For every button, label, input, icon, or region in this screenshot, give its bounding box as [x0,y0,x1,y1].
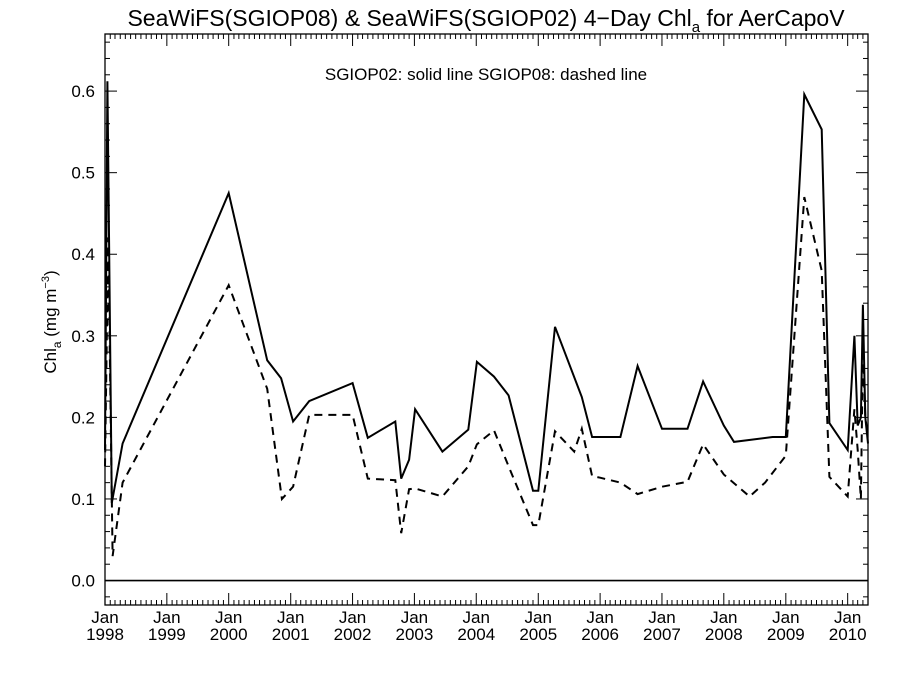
y-axis-label: Chla (mg m−3) [40,270,64,373]
x-tick-label-month: Jan [710,608,737,627]
y-tick-label: 0.6 [71,82,95,101]
x-tick-label-year: 1998 [86,625,124,644]
x-tick-label-month: Jan [772,608,799,627]
x-tick-label-month: Jan [277,608,304,627]
series-line-sgiop02 [104,81,869,504]
series-line-sgiop08 [104,196,869,557]
x-tick-label-month: Jan [91,608,118,627]
x-tick-label-year: 2002 [334,625,372,644]
x-tick-label-month: Jan [215,608,242,627]
x-tick-label-month: Jan [648,608,675,627]
x-tick-label-year: 2000 [210,625,248,644]
y-tick-label: 0.3 [71,327,95,346]
y-tick-label: 0.0 [71,572,95,591]
x-tick-label-year: 2009 [767,625,805,644]
x-tick-label-month: Jan [525,608,552,627]
y-tick-label: 0.4 [71,245,95,264]
x-tick-label-year: 1999 [148,625,186,644]
x-tick-label-year: 2008 [705,625,743,644]
x-tick-label-year: 2003 [395,625,433,644]
y-tick-label: 0.2 [71,408,95,427]
x-tick-label-month: Jan [586,608,613,627]
x-tick-label-year: 2010 [829,625,867,644]
x-tick-label-year: 2004 [457,625,495,644]
x-tick-label-year: 2007 [643,625,681,644]
axis-ticks: Jan1998Jan1999Jan2000Jan2001Jan2002Jan20… [71,34,869,644]
x-tick-label-year: 2001 [272,625,310,644]
x-tick-label-month: Jan [463,608,490,627]
line-style-annotation: SGIOP02: solid line SGIOP08: dashed line [325,65,647,84]
series-lines [104,81,869,557]
x-tick-label-month: Jan [401,608,428,627]
x-tick-label-year: 2006 [581,625,619,644]
x-tick-label-year: 2005 [519,625,557,644]
y-tick-label: 0.1 [71,490,95,509]
plot-area-frame [104,33,869,606]
chart-title: SeaWiFS(SGIOP08) & SeaWiFS(SGIOP02) 4−Da… [127,5,845,36]
x-tick-label-month: Jan [834,608,861,627]
y-tick-label: 0.5 [71,164,95,183]
x-tick-label-month: Jan [153,608,180,627]
x-tick-label-month: Jan [339,608,366,627]
